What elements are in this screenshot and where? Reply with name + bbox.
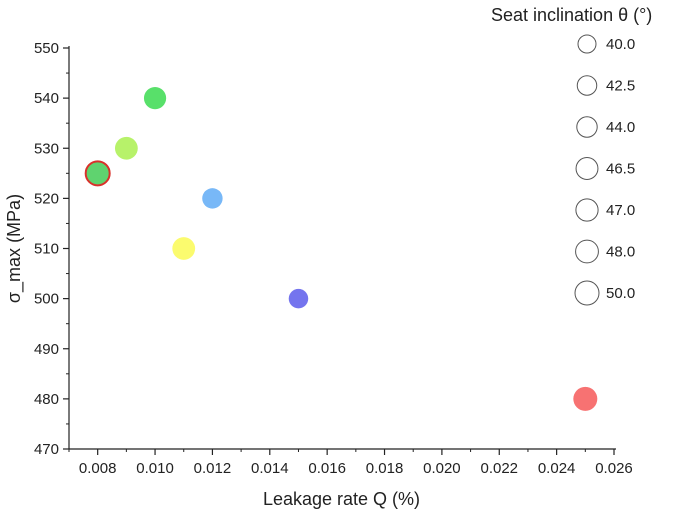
data-point <box>84 160 111 187</box>
y-tick-label: 520 <box>34 190 59 207</box>
x-tick-label: 0.020 <box>423 460 461 477</box>
x-tick-label: 0.012 <box>194 460 232 477</box>
y-tick-label: 490 <box>34 341 59 358</box>
x-tick-label: 0.026 <box>595 460 633 477</box>
x-tick-label: 0.016 <box>308 460 346 477</box>
data-point <box>143 87 167 110</box>
legend-marker <box>576 75 598 96</box>
x-ticks: 0.008 0.010 0.012 0.014 0.016 0.018 0.020 0.022… <box>68 449 633 477</box>
legend: Seat inclination θ (°) 40.042.544.046.54… <box>491 5 652 306</box>
legend-marker <box>576 116 598 138</box>
legend-label: 47.0 <box>606 202 635 219</box>
y-tick-label: 510 <box>34 241 59 258</box>
legend-title: Seat inclination θ (°) <box>491 5 652 25</box>
y-tick-label: 550 <box>34 40 59 57</box>
x-tick-label: 0.014 <box>251 460 289 477</box>
data-points <box>84 87 598 411</box>
x-tick-label: 0.008 <box>79 460 117 477</box>
y-tick-label: 470 <box>34 441 59 458</box>
legend-marker <box>574 280 600 306</box>
y-tick-label: 540 <box>34 90 59 107</box>
y-tick-label: 530 <box>34 140 59 157</box>
legend-marker <box>575 198 599 222</box>
y-tick-label: 500 <box>34 291 59 308</box>
legend-marker <box>575 239 599 264</box>
data-point <box>202 188 223 209</box>
data-point <box>172 237 196 260</box>
data-point <box>573 386 598 411</box>
y-tick-label: 480 <box>34 391 59 408</box>
legend-marker <box>577 34 597 54</box>
x-tick-label: 0.022 <box>480 460 518 477</box>
data-point <box>114 136 138 160</box>
legend-label: 48.0 <box>606 244 635 261</box>
legend-label: 50.0 <box>606 285 635 302</box>
legend-items: 40.0 42.5 44.0 46.5 47.0 48.0 50.0 <box>574 34 635 306</box>
legend-label: 46.5 <box>606 161 635 178</box>
x-tick-label: 0.024 <box>538 460 576 477</box>
x-tick-label: 0.010 <box>136 460 174 477</box>
legend-marker <box>575 157 599 180</box>
axes <box>68 46 616 450</box>
legend-label: 44.0 <box>606 119 635 136</box>
x-tick-label: 0.018 <box>366 460 404 477</box>
legend-label: 42.5 <box>606 78 635 95</box>
data-point <box>288 288 309 309</box>
x-axis-title: Leakage rate Q (%) <box>263 489 420 509</box>
legend-label: 40.0 <box>606 36 635 53</box>
y-axis-title: σ_max (MPa) <box>4 194 25 303</box>
y-ticks: 470 480 490 500 510 520 530 540 550 <box>34 40 69 458</box>
